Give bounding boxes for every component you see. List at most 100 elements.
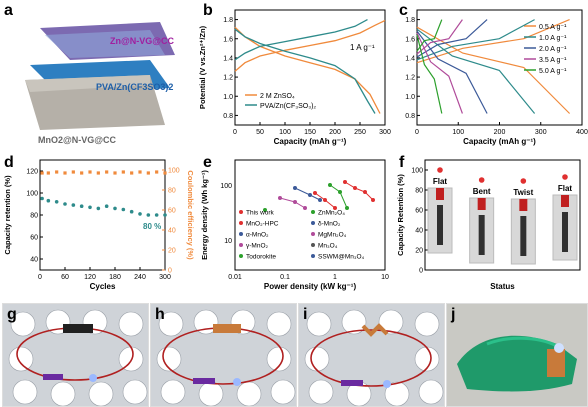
- d-ytick-label-3: 100: [26, 191, 38, 198]
- e-legend-marker-3: [239, 243, 243, 247]
- c-series-3-discharge: [416, 32, 463, 114]
- panel-a-label: a: [4, 2, 13, 19]
- e-point-3-2: [303, 206, 307, 210]
- b-ytick-label-0: 0.8: [223, 113, 233, 120]
- e-legend-label-8: Mn₃O₄: [318, 243, 338, 250]
- c-series-1-charge: [416, 19, 535, 61]
- panel-c-label: c: [399, 2, 408, 19]
- d-efficiency-point-10: [121, 170, 125, 174]
- panel-f-label: f: [399, 154, 405, 171]
- e-point-1-2: [333, 206, 337, 210]
- e-legend-label-3: γ-MnO₂: [246, 243, 269, 250]
- d-retention-point-7: [96, 206, 101, 211]
- b-ytick-label-1: 1.0: [223, 94, 233, 101]
- d-efficiency-point-7: [96, 171, 100, 175]
- d-ytick-label-0: 40: [30, 257, 38, 264]
- f-ytick-label-4: 80: [415, 188, 423, 195]
- f-clip-top-1: [477, 198, 486, 210]
- b-xtick-label-1: 50: [256, 129, 264, 136]
- c-legend-label-3: 3.5 A g⁻¹: [539, 57, 567, 64]
- f-device-1: [478, 215, 485, 255]
- b-series-1-discharge: [234, 28, 376, 114]
- f-device-3: [562, 212, 568, 252]
- f-ytick-label-0: 0: [419, 268, 423, 275]
- chart-d: 0 60 120 180 240 300 40 60 80 100 120 0 20 40 60 80 100 8…: [3, 159, 195, 291]
- d-efficiency-point-9: [113, 171, 117, 175]
- b-xtick-label-5: 250: [354, 129, 366, 136]
- panel-a-text-pva: PVA/Zn(CF3SO3)2: [96, 82, 173, 92]
- d-retention-point-12: [138, 212, 142, 216]
- f-xlabel: Status: [490, 282, 515, 291]
- e-ylabel: Energy density (Wh kg⁻¹): [200, 170, 209, 260]
- f-ylabel: Capacity Retention (%): [396, 174, 405, 256]
- d-retention-point-2: [54, 200, 59, 204]
- e-point-1-1: [323, 198, 327, 202]
- f-category-label-0: Flat: [433, 177, 448, 186]
- e-legend-label-5: ZnMn₂O₄: [318, 210, 345, 217]
- f-ytick-label-5: 100: [411, 168, 423, 175]
- panel-a-text-mno2: MnO2@N-VG@CC: [38, 135, 117, 145]
- c-xtick-label-3: 300: [535, 129, 547, 136]
- panel-d: d 0 60 120 180 240 300 40 60 80 100 120 0 20 40 60 80 10…: [0, 150, 195, 300]
- photo-j: j: [446, 303, 588, 407]
- panel-j-label: j: [451, 306, 456, 323]
- e-point-5-2: [345, 206, 349, 210]
- e-point-5-0: [328, 183, 332, 187]
- b-xtick-label-4: 200: [329, 129, 341, 136]
- b-annotation: 1 A g⁻¹: [350, 43, 375, 52]
- d-efficiency-point-4: [71, 170, 75, 174]
- d-ytick2-label-1: 20: [168, 248, 176, 255]
- d-efficiency-point-2: [55, 170, 59, 174]
- f-ytick-label-1: 20: [415, 248, 423, 255]
- f-category-label-2: Twist: [513, 188, 533, 197]
- d-ylabel2: Coulombic efficiency (%): [186, 170, 195, 260]
- photo-i: i: [298, 303, 445, 407]
- d-retention-point-0: [40, 196, 44, 201]
- e-series-line-5: [329, 184, 348, 209]
- c-legend-label-0: 0.5 A g⁻¹: [539, 24, 567, 31]
- e-series-line-3: [279, 197, 306, 209]
- e-point-4-0: [263, 208, 267, 212]
- c-ytick-label-4: 1.6: [405, 36, 415, 43]
- e-legend-label-0: This work: [246, 210, 275, 217]
- d-efficiency-point-11: [130, 171, 134, 175]
- e-ytick-label-1: 100: [220, 183, 232, 190]
- d-xlabel: Cycles: [90, 282, 116, 291]
- d-efficiency-point-5: [80, 171, 84, 175]
- e-legend-marker-2: [239, 232, 243, 236]
- d-ytick-label-2: 80: [30, 213, 38, 220]
- c-legend-label-2: 2.0 A g⁻¹: [539, 46, 567, 53]
- d-retention-point-9: [113, 206, 117, 211]
- d-ytick2-label-4: 80: [168, 188, 176, 195]
- c-ytick-label-0: 0.8: [405, 113, 415, 120]
- panel-c: c 0 100 200 300 400 0.8 1.0 1.2 1.4 1.6 1.8 0.5 A g…: [395, 0, 588, 150]
- e-xtick-label-2: 1: [333, 274, 337, 281]
- b-xtick-label-6: 300: [379, 129, 391, 136]
- panel-i-label: i: [303, 306, 308, 323]
- panel-a: a Zn@N-VG@CC PVA/Zn(CF3SO3)2 MnO2@N-VG@C…: [0, 0, 190, 150]
- d-xtick-label-2: 120: [84, 274, 96, 281]
- d-efficiency-point-12: [138, 170, 142, 174]
- c-xtick-label-0: 0: [415, 129, 419, 136]
- d-xtick-label-3: 180: [109, 274, 121, 281]
- c-ytick-label-5: 1.8: [405, 17, 415, 24]
- d-retention-point-3: [63, 202, 67, 206]
- f-clip-top-0: [436, 188, 444, 200]
- e-point-1-0: [313, 191, 317, 195]
- c-series-2-discharge: [416, 30, 488, 114]
- chart-b: 0 50 100 150 200 250 300 0.8 1.0 1.2 1.4 1.6 1.8 2 M …: [198, 9, 391, 146]
- c-xtick-label-1: 100: [452, 129, 464, 136]
- d-retention-point-13: [146, 213, 151, 217]
- f-clip-top-3: [561, 195, 569, 207]
- photo-h: h: [150, 303, 297, 407]
- d-efficiency-point-1: [46, 171, 50, 175]
- d-efficiency-point-3: [63, 171, 67, 175]
- e-point-0-1: [353, 186, 357, 190]
- panel-b: b 0 50 100 150 200 250 300 0.8 1.0 1.2 1.4 1.6 1.8 2 …: [195, 0, 395, 150]
- d-efficiency-point-13: [146, 171, 150, 175]
- d-ytick-label-4: 120: [26, 169, 38, 176]
- d-ytick2-label-2: 40: [168, 228, 176, 235]
- c-series-4-discharge: [416, 34, 443, 114]
- c-ytick-label-2: 1.2: [405, 75, 415, 82]
- c-series-4-charge: [416, 19, 443, 52]
